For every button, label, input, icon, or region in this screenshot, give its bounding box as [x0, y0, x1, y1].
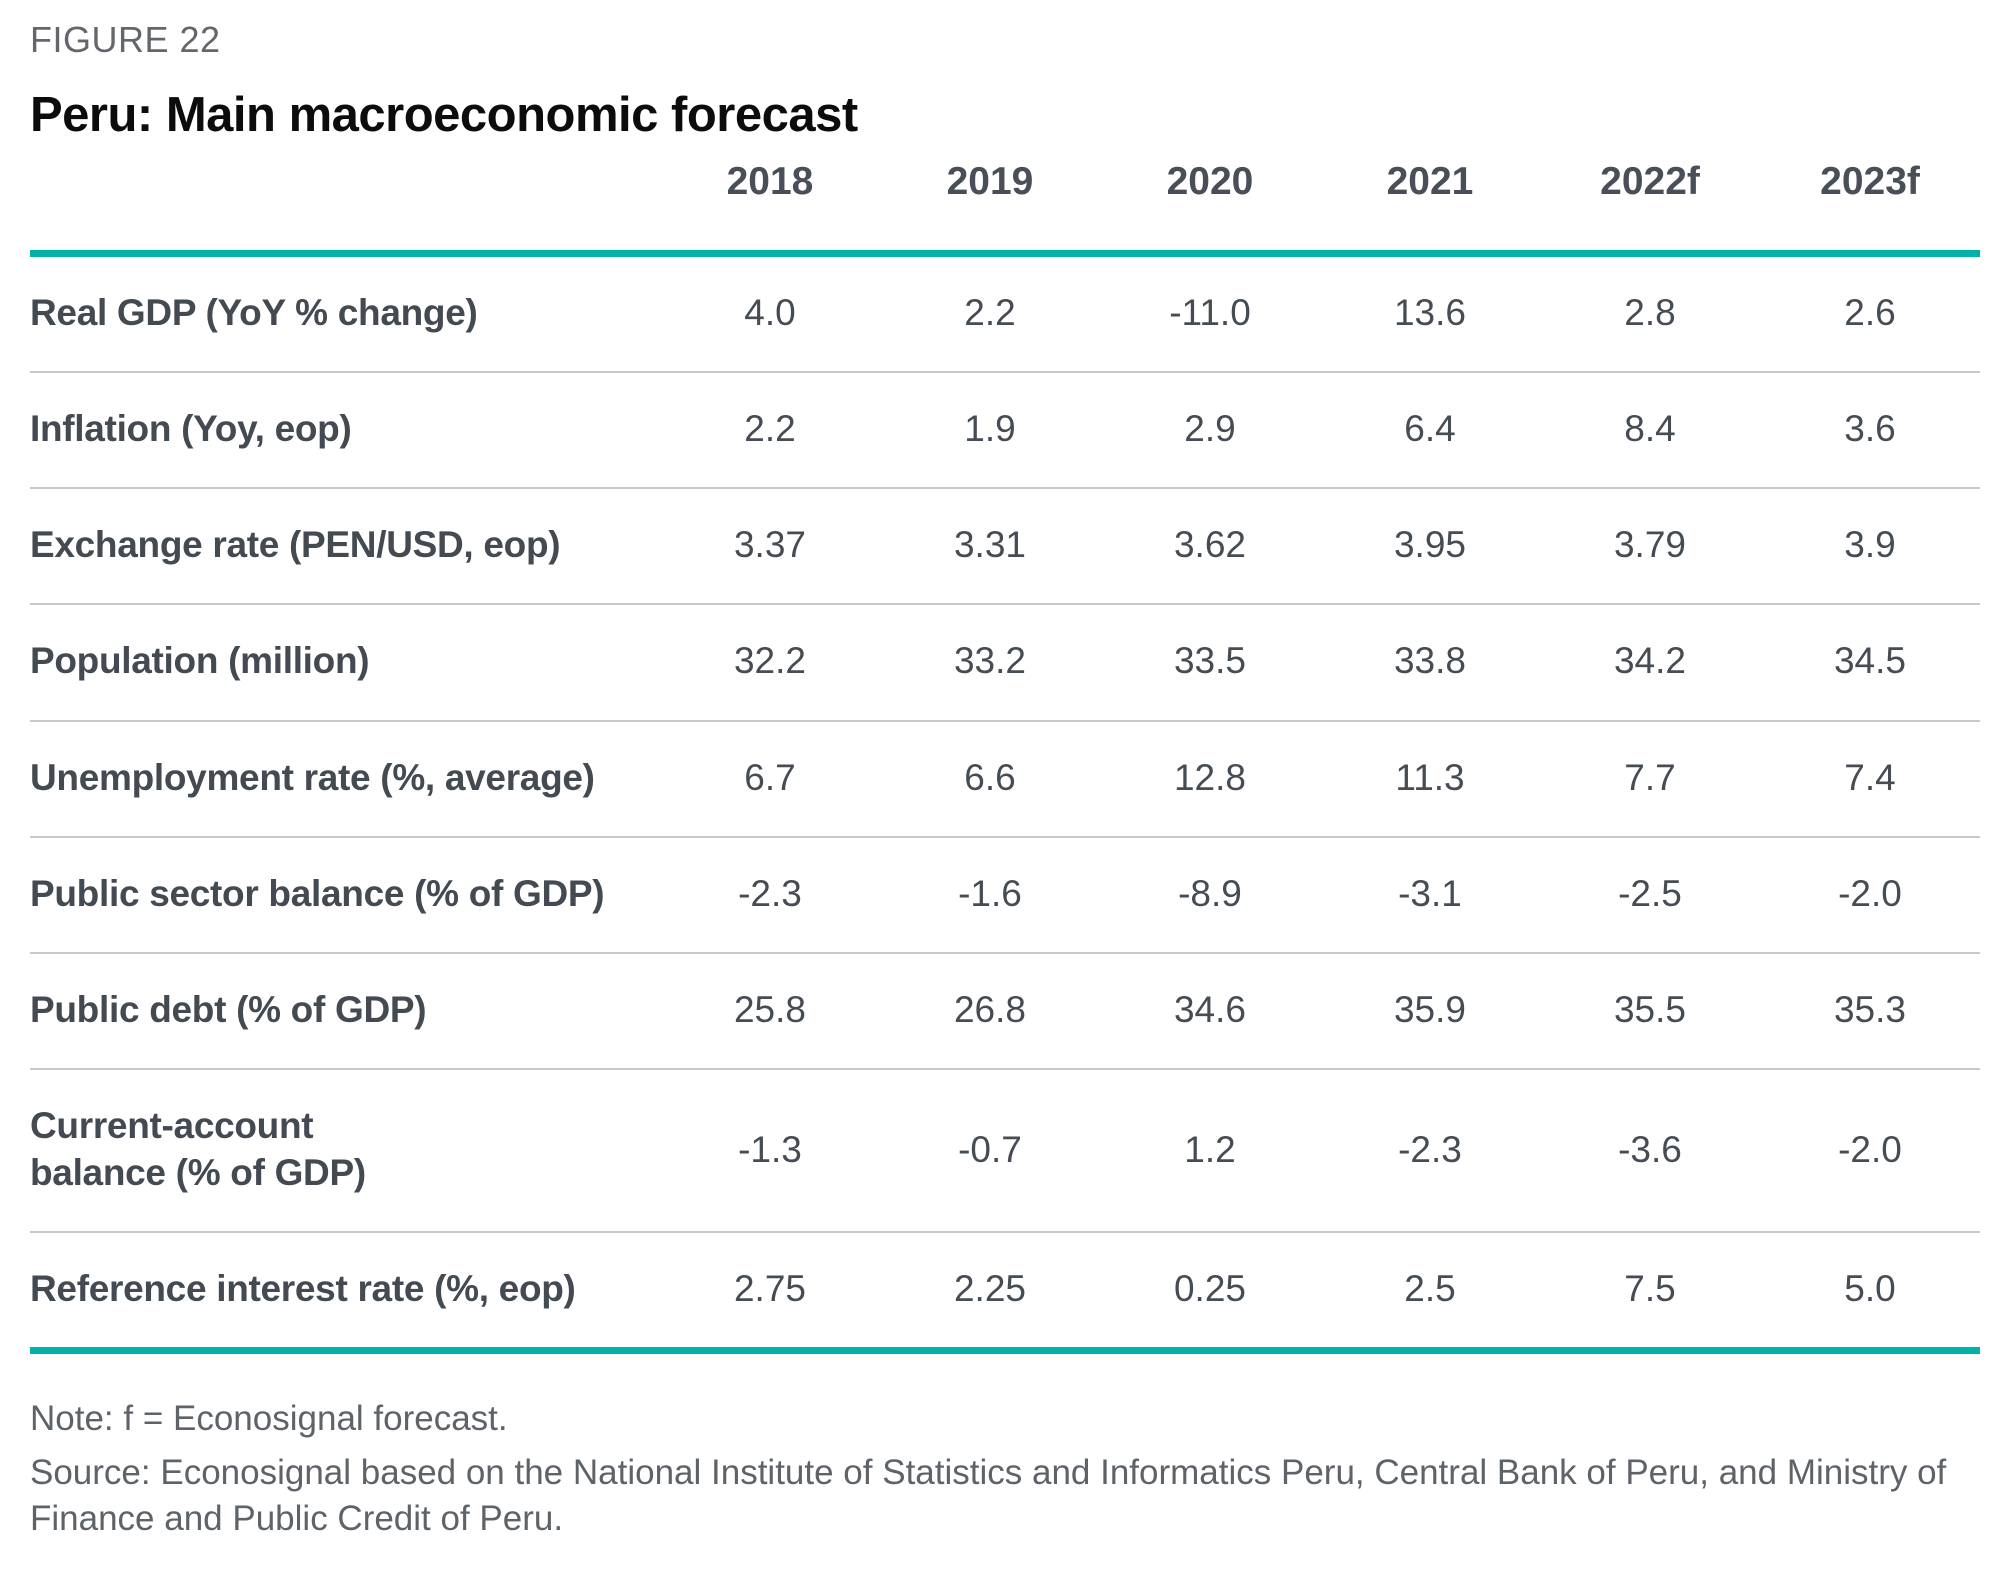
value-cell: 4.0 [660, 253, 880, 373]
value-cell: -2.3 [1320, 1069, 1540, 1233]
value-cell: 33.2 [880, 604, 1100, 722]
value-cell: -1.6 [880, 836, 1100, 955]
value-cell: 3.6 [1760, 371, 1980, 490]
value-cell: 35.9 [1320, 953, 1540, 1071]
value-cell: 6.6 [880, 720, 1100, 838]
table-row: Unemployment rate (%, average) 6.7 6.6 12.8… [30, 720, 1980, 838]
note-text: Note: f = Econosignal forecast. [30, 1399, 508, 1439]
value-cell: 3.37 [660, 488, 880, 606]
row-label: Unemployment rate (%, average) [30, 720, 660, 838]
value-cell: 2.2 [880, 253, 1100, 373]
value-cell: 11.3 [1320, 720, 1540, 838]
row-label: Reference interest rate (%, eop) [30, 1231, 660, 1355]
value-cell: 8.4 [1540, 371, 1760, 490]
value-cell: 35.3 [1760, 953, 1980, 1071]
value-cell: 2.5 [1320, 1231, 1540, 1355]
year-column-header: 2021 [1320, 159, 1540, 257]
year-column-header: 2023f [1760, 159, 1980, 257]
value-cell: 3.79 [1540, 488, 1760, 606]
notes: Note: f = Econosignal forecast. Source: … [30, 1396, 1980, 1543]
year-column-header: 2020 [1100, 159, 1320, 257]
value-cell: -3.1 [1320, 836, 1540, 955]
year-column-header: 2018 [660, 159, 880, 257]
forecast-table: 2018 2019 2020 2021 2022f 2023f Real GDP (YoY… [30, 159, 1980, 1355]
value-cell: -2.0 [1760, 1069, 1980, 1233]
row-label: Public sector balance (% of GDP) [30, 836, 660, 955]
value-cell: 3.31 [880, 488, 1100, 606]
value-cell: 7.4 [1760, 720, 1980, 838]
row-label: Exchange rate (PEN/USD, eop) [30, 488, 660, 606]
value-cell: -2.0 [1760, 836, 1980, 955]
source-text: Source: Econosignal based on the Nationa… [30, 1453, 1947, 1539]
value-cell: 7.5 [1540, 1231, 1760, 1355]
year-column-header: 2022f [1540, 159, 1760, 257]
value-cell: 2.2 [660, 371, 880, 490]
value-cell: 2.25 [880, 1231, 1100, 1355]
value-cell: -11.0 [1100, 253, 1320, 373]
header-spacer [30, 159, 660, 257]
year-column-header: 2019 [880, 159, 1100, 257]
table-header-row: 2018 2019 2020 2021 2022f 2023f [30, 159, 1980, 257]
row-label: Public debt (% of GDP) [30, 953, 660, 1071]
value-cell: -1.3 [660, 1069, 880, 1233]
value-cell: 1.9 [880, 371, 1100, 490]
value-cell: 6.7 [660, 720, 880, 838]
table-row: Exchange rate (PEN/USD, eop) 3.37 3.31 3.62… [30, 488, 1980, 606]
row-label: Inflation (Yoy, eop) [30, 371, 660, 490]
table-row: Real GDP (YoY % change) 4.0 2.2 -11.0 13.6 2.… [30, 253, 1980, 373]
page-title: Peru: Main macroeconomic forecast [30, 88, 858, 143]
value-cell: 33.5 [1100, 604, 1320, 722]
value-cell: 7.7 [1540, 720, 1760, 838]
value-cell: 2.9 [1100, 371, 1320, 490]
value-cell: 34.5 [1760, 604, 1980, 722]
value-cell: -0.7 [880, 1069, 1100, 1233]
row-label: Population (million) [30, 604, 660, 722]
value-cell: -2.3 [660, 836, 880, 955]
value-cell: 35.5 [1540, 953, 1760, 1071]
value-cell: 2.75 [660, 1231, 880, 1355]
value-cell: 6.4 [1320, 371, 1540, 490]
value-cell: 2.8 [1540, 253, 1760, 373]
value-cell: 1.2 [1100, 1069, 1320, 1233]
table-row: Population (million) 32.2 33.2 33.5 33.8 34.2… [30, 604, 1980, 722]
value-cell: 34.2 [1540, 604, 1760, 722]
value-cell: 26.8 [880, 953, 1100, 1071]
value-cell: 2.6 [1760, 253, 1980, 373]
value-cell: 12.8 [1100, 720, 1320, 838]
table-row: Current-account balance (% of GDP) -1.3 -0… [30, 1069, 1980, 1233]
value-cell: 33.8 [1320, 604, 1540, 722]
value-cell: -2.5 [1540, 836, 1760, 955]
value-cell: 32.2 [660, 604, 880, 722]
value-cell: 13.6 [1320, 253, 1540, 373]
table-row: Reference interest rate (%, eop) 2.75 2.25… [30, 1231, 1980, 1355]
value-cell: -8.9 [1100, 836, 1320, 955]
figure-label: FIGURE 22 [30, 19, 221, 60]
row-label: Real GDP (YoY % change) [30, 253, 660, 373]
value-cell: 25.8 [660, 953, 880, 1071]
table-body: Real GDP (YoY % change) 4.0 2.2 -11.0 13.6 2.… [30, 253, 1980, 1355]
value-cell: 3.95 [1320, 488, 1540, 606]
table-row: Public debt (% of GDP) 25.8 26.8 34.6 35.9 35… [30, 953, 1980, 1071]
value-cell: 5.0 [1760, 1231, 1980, 1355]
table-row: Public sector balance (% of GDP) -2.3 -1.6… [30, 836, 1980, 955]
table-row: Inflation (Yoy, eop) 2.2 1.9 2.9 6.4 8.4 3.6 [30, 371, 1980, 490]
row-label: Current-account balance (% of GDP) [30, 1069, 660, 1233]
value-cell: -3.6 [1540, 1069, 1760, 1233]
value-cell: 3.62 [1100, 488, 1320, 606]
value-cell: 0.25 [1100, 1231, 1320, 1355]
value-cell: 34.6 [1100, 953, 1320, 1071]
value-cell: 3.9 [1760, 488, 1980, 606]
